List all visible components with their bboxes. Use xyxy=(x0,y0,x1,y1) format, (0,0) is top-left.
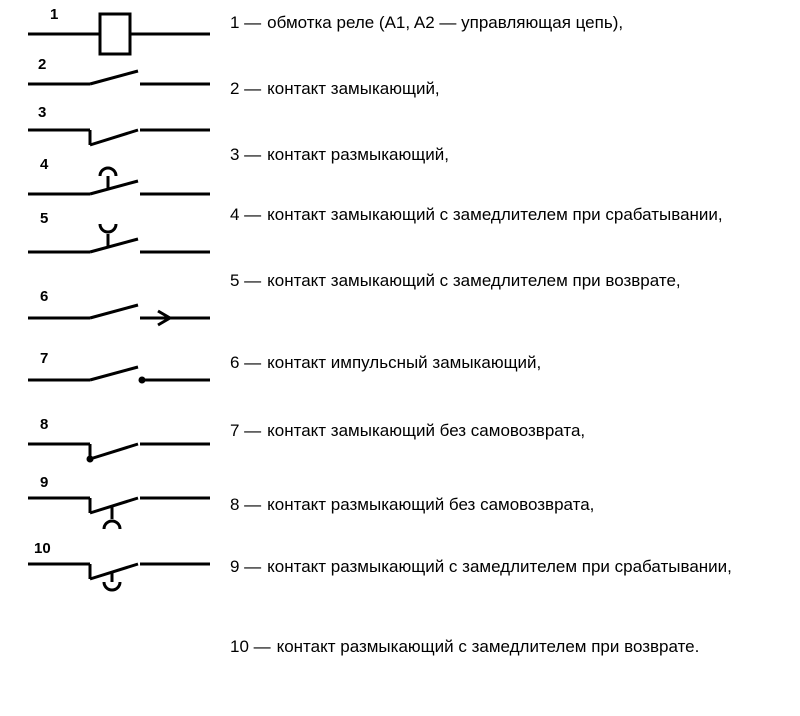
description-row-7: 7 — контакт замыкающий без самовозврата, xyxy=(230,420,780,442)
page-container: 1 2 3 4 5 6 7 8 9 10 1 — обмотка реле (A1, A2 — уп… xyxy=(0,0,800,716)
description-text: обмотка реле (A1, A2 — управляющая цепь)… xyxy=(267,12,780,34)
symbol-number: 9 xyxy=(40,474,48,491)
description-text: контакт замыкающий без самовозврата, xyxy=(267,420,780,442)
symbol-svg xyxy=(0,100,230,154)
description-text: контакт замыкающий с замедлителем при во… xyxy=(267,270,780,292)
symbol-number: 6 xyxy=(40,288,48,305)
symbol-number: 7 xyxy=(40,350,48,367)
description-row-3: 3 — контакт размыкающий, xyxy=(230,144,780,166)
symbol-block-3: 3 xyxy=(0,100,230,154)
symbol-number: 4 xyxy=(40,156,48,173)
description-number: 3 — xyxy=(230,144,261,166)
symbol-number: 3 xyxy=(38,104,46,121)
symbol-svg xyxy=(0,412,230,472)
description-text: контакт импульсный замыкающий, xyxy=(267,352,780,374)
symbol-block-9: 9 xyxy=(0,474,230,540)
descriptions-column: 1 — обмотка реле (A1, A2 — управляющая це… xyxy=(230,0,800,716)
symbol-number: 1 xyxy=(50,6,58,23)
description-text: контакт замыкающий с замедлителем при ср… xyxy=(267,204,780,226)
symbol-block-6: 6 xyxy=(0,282,230,336)
description-number: 6 — xyxy=(230,352,261,374)
symbol-block-4: 4 xyxy=(0,154,230,208)
description-number: 5 — xyxy=(230,270,261,292)
description-row-5: 5 — контакт замыкающий с замедлителем при… xyxy=(230,270,780,292)
symbol-svg xyxy=(0,282,230,336)
symbol-block-10: 10 xyxy=(0,540,230,606)
symbol-svg xyxy=(0,56,230,100)
description-row-2: 2 — контакт замыкающий, xyxy=(230,78,780,100)
description-number: 8 — xyxy=(230,494,261,516)
symbol-number: 10 xyxy=(34,540,51,557)
description-number: 1 — xyxy=(230,12,261,34)
symbol-svg xyxy=(0,154,230,208)
symbol-number: 5 xyxy=(40,210,48,227)
description-text: контакт размыкающий с замедлителем при с… xyxy=(267,556,780,578)
description-number: 2 — xyxy=(230,78,261,100)
description-number: 4 — xyxy=(230,204,261,226)
description-text: контакт размыкающий без самовозврата, xyxy=(267,494,780,516)
description-number: 7 — xyxy=(230,420,261,442)
description-text: контакт размыкающий с замедлителем при в… xyxy=(277,636,780,658)
symbol-number: 2 xyxy=(38,56,46,73)
description-row-9: 9 — контакт размыкающий с замедлителем пр… xyxy=(230,556,780,578)
description-row-1: 1 — обмотка реле (A1, A2 — управляющая це… xyxy=(230,12,780,34)
description-text: контакт размыкающий, xyxy=(267,144,780,166)
description-row-8: 8 — контакт размыкающий без самовозврата, xyxy=(230,494,780,516)
description-number: 9 — xyxy=(230,556,261,578)
symbol-svg xyxy=(0,208,230,268)
symbol-svg xyxy=(0,346,230,398)
description-row-10: 10 — контакт размыкающий с замедлителем п… xyxy=(230,636,780,658)
symbol-block-5: 5 xyxy=(0,208,230,268)
description-row-6: 6 — контакт импульсный замыкающий, xyxy=(230,352,780,374)
symbol-block-8: 8 xyxy=(0,412,230,472)
symbol-block-2: 2 xyxy=(0,56,230,100)
description-text: контакт замыкающий, xyxy=(267,78,780,100)
symbol-block-1: 1 xyxy=(0,4,230,56)
symbol-block-7: 7 xyxy=(0,346,230,398)
symbol-number: 8 xyxy=(40,416,48,433)
description-row-4: 4 — контакт замыкающий с замедлителем при… xyxy=(230,204,780,226)
symbol-svg xyxy=(0,474,230,540)
description-number: 10 — xyxy=(230,636,271,658)
symbol-svg xyxy=(0,4,230,56)
symbols-column: 1 2 3 4 5 6 7 8 9 10 xyxy=(0,0,230,716)
